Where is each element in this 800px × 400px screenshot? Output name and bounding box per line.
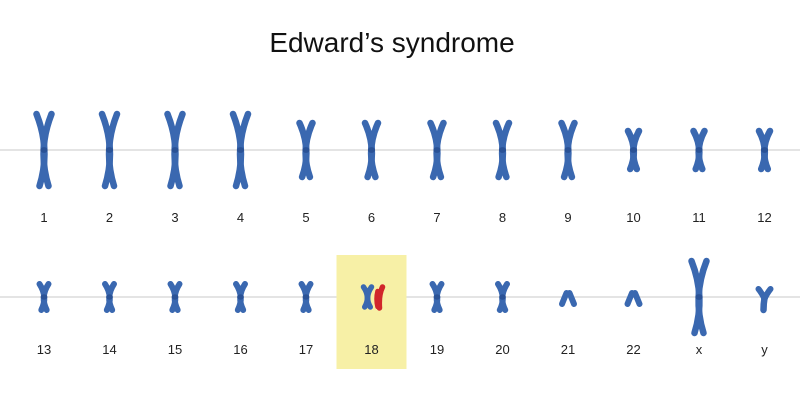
chromosome-8	[492, 119, 513, 181]
chromosome-label-12: 12	[757, 210, 771, 225]
chromosome-label-7: 7	[433, 210, 440, 225]
chromosome-label-21: 21	[561, 342, 575, 357]
chromosome-22	[624, 290, 643, 307]
chromosome-6	[361, 119, 382, 181]
chromosome-label-16: 16	[233, 342, 247, 357]
chromosome-y	[755, 286, 774, 314]
chromosome-9	[558, 119, 578, 181]
chromosome-17	[298, 281, 314, 313]
chromosome-7	[427, 119, 447, 181]
chromosome-label-20: 20	[495, 342, 509, 357]
chromosome-label-13: 13	[37, 342, 51, 357]
chromosome-label-19: 19	[430, 342, 444, 357]
chromosome-label-9: 9	[564, 210, 571, 225]
chromosome-11	[690, 127, 708, 173]
chromosome-2	[98, 110, 121, 190]
chromosome-4	[229, 110, 252, 190]
chromosome-5	[296, 119, 316, 181]
chromosome-label-y: y	[761, 342, 768, 357]
chromosome-label-14: 14	[102, 342, 116, 357]
page-title: Edward’s syndrome	[269, 27, 514, 58]
chromosome-label-6: 6	[368, 210, 375, 225]
chromosome-15	[167, 281, 183, 313]
chromosome-label-22: 22	[626, 342, 640, 357]
chromosome-label-x: x	[696, 342, 703, 357]
highlight-chromosome-18	[336, 255, 407, 369]
chromosome-label-17: 17	[299, 342, 313, 357]
chromosome-label-4: 4	[237, 210, 244, 225]
chromosome-13	[36, 281, 52, 313]
chromosome-20	[495, 281, 510, 313]
chromosome-label-3: 3	[171, 210, 178, 225]
chromosome-label-11: 11	[692, 210, 706, 225]
chromosome-21	[559, 290, 577, 307]
chromosome-label-2: 2	[106, 210, 113, 225]
chromosome-19	[429, 281, 445, 313]
chromosome-14	[102, 281, 117, 313]
chromosome-x	[688, 257, 710, 337]
chromosome-label-15: 15	[168, 342, 182, 357]
chromosome-10	[624, 127, 643, 173]
chromosome-label-5: 5	[302, 210, 309, 225]
chromosome-label-1: 1	[40, 210, 47, 225]
chromosome-label-18: 18	[364, 342, 378, 357]
chromosome-3	[164, 110, 186, 190]
chromosome-16	[233, 281, 248, 313]
chromosome-12	[755, 127, 774, 173]
chromosome-18	[360, 284, 386, 311]
chromosome-1	[33, 110, 55, 190]
chromosome-label-8: 8	[499, 210, 506, 225]
chromosome-label-10: 10	[626, 210, 640, 225]
